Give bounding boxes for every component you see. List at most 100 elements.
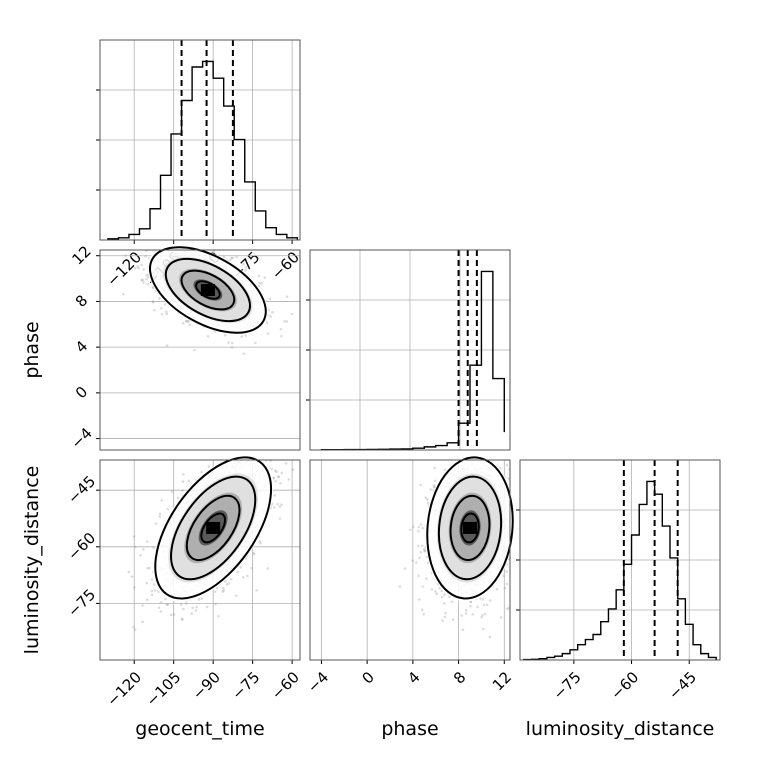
sample-point	[228, 451, 231, 454]
sample-point	[176, 496, 180, 500]
sample-point	[229, 258, 232, 262]
sample-point	[451, 434, 454, 437]
sample-point	[420, 544, 424, 548]
sample-point	[251, 433, 254, 436]
sample-point	[165, 603, 169, 607]
sample-point	[435, 592, 439, 596]
sample-point	[159, 601, 163, 604]
sample-point	[200, 597, 204, 600]
sample-point	[187, 479, 191, 483]
sample-point	[244, 334, 247, 337]
sample-point	[136, 265, 139, 268]
x-tick-label: −45	[665, 668, 700, 703]
histogram-geocent_time	[107, 60, 299, 240]
sample-point	[142, 267, 145, 271]
sample-point	[144, 255, 147, 258]
sample-point	[290, 312, 294, 316]
sample-point	[488, 599, 492, 602]
sample-point	[159, 244, 162, 247]
contour-3	[200, 512, 226, 544]
sample-point	[140, 263, 143, 267]
sample-point	[258, 540, 262, 543]
sample-point	[100, 242, 103, 245]
sample-point	[230, 345, 234, 349]
sample-point	[124, 254, 127, 257]
sample-point	[252, 551, 255, 555]
sample-point	[265, 321, 269, 325]
sample-point	[403, 567, 407, 570]
sample-point	[505, 582, 509, 586]
sample-point	[266, 332, 270, 335]
sample-point	[253, 447, 256, 450]
sample-point	[230, 440, 233, 443]
sample-point	[141, 604, 144, 607]
sample-point	[146, 282, 150, 286]
x-tick-label: 12	[489, 668, 515, 694]
sample-point	[433, 479, 437, 483]
sample-point	[181, 489, 184, 492]
sample-point	[182, 473, 185, 476]
sample-point	[269, 315, 273, 318]
sample-point	[443, 593, 446, 596]
x-tick-label: 8	[450, 668, 469, 687]
contour-0	[426, 456, 514, 600]
sample-point	[443, 615, 447, 619]
sample-point	[507, 606, 510, 610]
sample-point	[203, 245, 206, 248]
sample-point	[214, 602, 217, 606]
sample-point	[260, 419, 263, 422]
sample-point	[152, 546, 156, 550]
y-tick-label: −60	[64, 529, 99, 564]
sample-point	[417, 574, 420, 578]
sample-point	[271, 310, 274, 314]
sample-point	[235, 443, 238, 446]
sample-point	[279, 327, 283, 331]
sample-point	[279, 481, 282, 485]
sample-point	[482, 603, 486, 607]
sample-point	[516, 503, 519, 506]
contour-0	[154, 456, 273, 600]
sample-point	[231, 256, 234, 260]
sample-point	[206, 456, 209, 459]
contour-3	[195, 280, 221, 300]
sample-point	[272, 476, 276, 480]
sample-point	[429, 488, 432, 491]
sample-point	[510, 472, 513, 475]
x-tick-label: −105	[143, 668, 185, 710]
sample-point	[153, 242, 156, 245]
sample-point	[236, 570, 240, 574]
sample-point	[444, 611, 447, 615]
panels-layer: −120−105−90−75−60−404812−45−60−75−120−10…	[64, 39, 721, 710]
sample-point	[228, 445, 231, 448]
sample-point	[220, 453, 223, 456]
sample-point	[223, 580, 227, 583]
y-tick-label: −45	[64, 472, 99, 507]
y-tick-label: 4	[72, 337, 91, 356]
sample-point	[510, 488, 513, 491]
sample-point	[188, 323, 192, 327]
sample-point	[488, 635, 492, 639]
sample-point	[132, 625, 135, 629]
x-tick-label: −90	[189, 668, 224, 703]
sample-point	[158, 297, 161, 300]
sample-point	[150, 578, 154, 581]
sample-point	[227, 341, 230, 344]
sample-point	[190, 612, 193, 615]
sample-point	[423, 550, 427, 553]
sample-point	[417, 525, 421, 529]
sample-point	[222, 255, 226, 259]
sample-point	[411, 559, 415, 563]
sample-point	[481, 598, 485, 601]
panel-frame	[519, 459, 721, 661]
sample-point	[141, 278, 144, 282]
sample-point	[247, 425, 250, 428]
sample-point	[263, 276, 266, 279]
sample-point	[197, 597, 201, 601]
xlabel-geocent_time: geocent_time	[135, 718, 264, 740]
sample-point	[185, 319, 188, 323]
density-peak	[463, 521, 477, 534]
sample-point	[241, 575, 245, 579]
sample-point	[432, 484, 436, 487]
sample-point	[205, 605, 209, 609]
